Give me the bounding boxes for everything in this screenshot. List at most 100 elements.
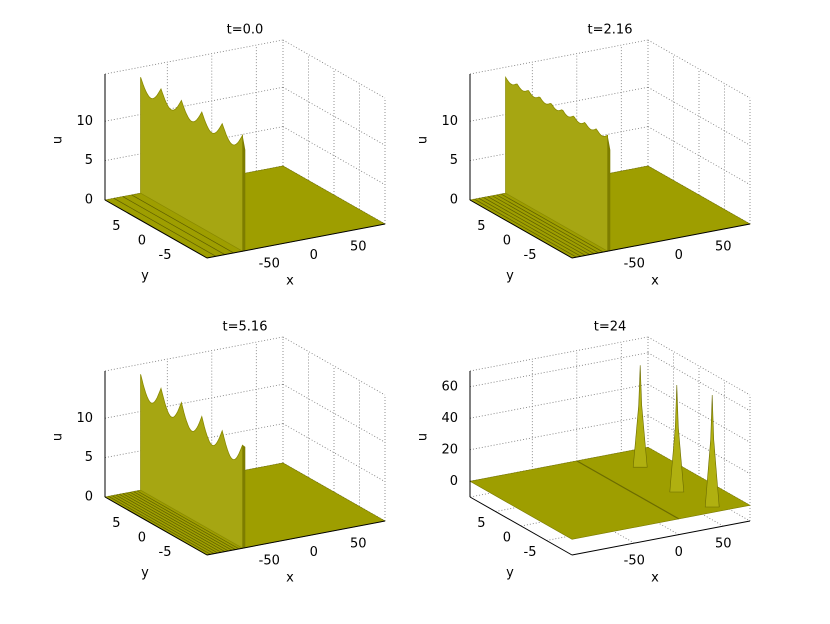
grid-line [647, 352, 751, 412]
x-tick-label: -50 [259, 554, 280, 569]
y-axis-label: y [506, 566, 514, 581]
x-axis [571, 223, 751, 259]
y-tick-label: 5 [112, 516, 120, 531]
y-axis [104, 496, 208, 556]
x-axis [206, 520, 386, 556]
z-tick-label: 0 [85, 193, 93, 208]
x-axis [571, 520, 751, 556]
z-axis-label: u [416, 136, 431, 144]
surface-stripe [500, 193, 604, 253]
z-tick-label: 10 [441, 114, 458, 129]
surface-stripe [126, 492, 229, 552]
box-edge [104, 39, 284, 75]
y-axis [469, 496, 573, 556]
x-tick-label: -50 [624, 554, 645, 569]
surface-stripe [122, 493, 225, 552]
subplot-title: t=0.0 [227, 23, 264, 38]
x-tick-label: 0 [675, 248, 683, 263]
z-tick-label: 10 [76, 114, 93, 129]
surface-stripe [129, 491, 233, 551]
y-axis-label: y [506, 269, 514, 284]
surface-stripe [496, 194, 599, 254]
y-tick-label: -5 [159, 248, 172, 263]
box-edge [104, 336, 284, 372]
grid-line [469, 352, 649, 388]
surface-stripe [108, 496, 211, 555]
surface-stripe [115, 494, 218, 554]
y-tick-label: 0 [503, 531, 511, 546]
subplot-title: t=5.16 [223, 320, 268, 335]
box-edge [469, 39, 649, 75]
surface-stripe [478, 197, 582, 257]
grid-line [104, 383, 284, 419]
y-axis [469, 199, 573, 259]
grid-line [104, 86, 284, 122]
x-tick-label: 0 [310, 248, 318, 263]
surface-wall-edge [607, 135, 611, 252]
x-tick-label: -50 [624, 257, 645, 272]
y-tick-label: 5 [477, 219, 485, 234]
z-tick-label: 5 [450, 153, 458, 168]
y-tick-label: -5 [524, 545, 537, 560]
x-axis-label: x [286, 274, 294, 289]
y-tick-label: -5 [159, 545, 172, 560]
surface-stripe [483, 197, 586, 256]
z-axis-label: u [416, 433, 431, 441]
surface-stripe [131, 194, 234, 254]
subplot-title: t=24 [594, 320, 627, 335]
surface-spike [704, 394, 720, 508]
x-axis-label: x [651, 274, 659, 289]
x-axis [206, 223, 386, 259]
y-tick-label: 5 [477, 516, 485, 531]
x-tick-label: 0 [310, 545, 318, 560]
z-tick-label: 0 [450, 193, 458, 208]
surface-stripe [474, 198, 577, 258]
grid-line [469, 86, 649, 122]
z-axis-label: u [51, 433, 66, 441]
surface-wall-edge [242, 135, 246, 252]
z-tick-label: 20 [441, 442, 458, 457]
y-tick-label: 0 [138, 531, 146, 546]
x-tick-label: -50 [259, 257, 280, 272]
surface-stripe [113, 197, 217, 257]
y-axis-label: y [141, 566, 149, 581]
surface-stripe [492, 195, 595, 255]
z-tick-label: 5 [85, 450, 93, 465]
x-axis-label: x [651, 571, 659, 586]
z-tick-label: 10 [76, 411, 93, 426]
surface-stripe [133, 491, 236, 550]
box-edge [469, 336, 649, 372]
z-tick-label: 0 [450, 474, 458, 489]
surface-wall [140, 374, 244, 549]
x-tick-label: 50 [350, 537, 367, 552]
z-axis-label: u [51, 136, 66, 144]
z-tick-label: 0 [85, 490, 93, 505]
grid-line [469, 383, 649, 419]
surface-ridge [576, 460, 680, 520]
x-tick-label: 50 [715, 240, 732, 255]
surface-wall-edge [242, 444, 246, 549]
z-tick-label: 5 [85, 153, 93, 168]
y-tick-label: -5 [524, 248, 537, 263]
subplot-title: t=2.16 [588, 23, 633, 38]
surface-wall [505, 75, 608, 252]
surface-spike [669, 384, 685, 493]
surface-stripe [119, 493, 222, 553]
y-tick-label: 5 [112, 219, 120, 234]
x-tick-label: 50 [715, 537, 732, 552]
x-axis-label: x [286, 571, 294, 586]
y-tick-label: 0 [138, 234, 146, 249]
surface-wall [140, 77, 244, 252]
y-axis [104, 199, 208, 259]
surface-stripe [136, 490, 240, 550]
y-axis-label: y [141, 269, 149, 284]
surface-stripe [122, 196, 225, 255]
x-tick-label: 50 [350, 240, 367, 255]
surface-spike [632, 365, 648, 468]
z-tick-label: 60 [441, 379, 458, 394]
